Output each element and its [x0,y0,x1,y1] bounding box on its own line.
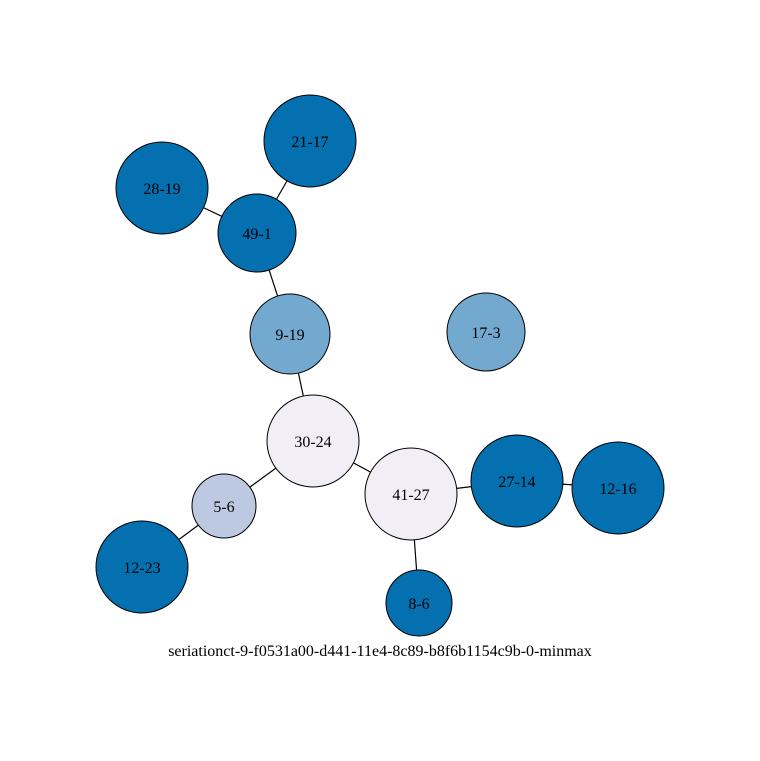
node-27-14: 27-14 [470,434,564,528]
node-28-19: 28-19 [115,141,209,235]
node-label: 49-1 [242,226,271,243]
node-circle [266,394,360,488]
node-label: 41-27 [392,487,429,504]
node-49-1: 49-1 [217,193,297,273]
node-circle [571,441,665,535]
node-41-27: 41-27 [364,447,458,541]
node-label: 21-17 [291,134,328,151]
node-circle [364,447,458,541]
node-circle [263,94,357,188]
node-label: 30-24 [294,434,331,451]
node-circle [95,520,189,614]
node-circle [470,434,564,528]
graph-caption: seriationct-9-f0531a00-d441-11e4-8c89-b8… [168,643,592,660]
node-label: 5-6 [213,499,234,516]
node-label: 9-19 [275,327,304,344]
node-circle [249,293,331,375]
node-circle [446,292,526,372]
node-21-17: 21-17 [263,94,357,188]
node-circle [217,193,297,273]
node-12-23: 12-23 [95,520,189,614]
nodes-layer: 21-17 28-19 49-1 9-19 17-3 30-24 41-27 27-14 12-… [95,94,665,637]
node-17-3: 17-3 [446,292,526,372]
node-label: 8-6 [408,596,429,613]
node-circle [115,141,209,235]
node-5-6: 5-6 [191,473,257,539]
node-30-24: 30-24 [266,394,360,488]
node-circle [385,569,453,637]
node-9-19: 9-19 [249,293,331,375]
node-label: 12-16 [599,481,636,498]
node-8-6: 8-6 [385,569,453,637]
node-label: 17-3 [471,325,500,342]
node-12-16: 12-16 [571,441,665,535]
node-label: 12-23 [123,560,160,577]
node-label: 28-19 [143,181,180,198]
node-label: 27-14 [498,474,535,491]
node-circle [191,473,257,539]
